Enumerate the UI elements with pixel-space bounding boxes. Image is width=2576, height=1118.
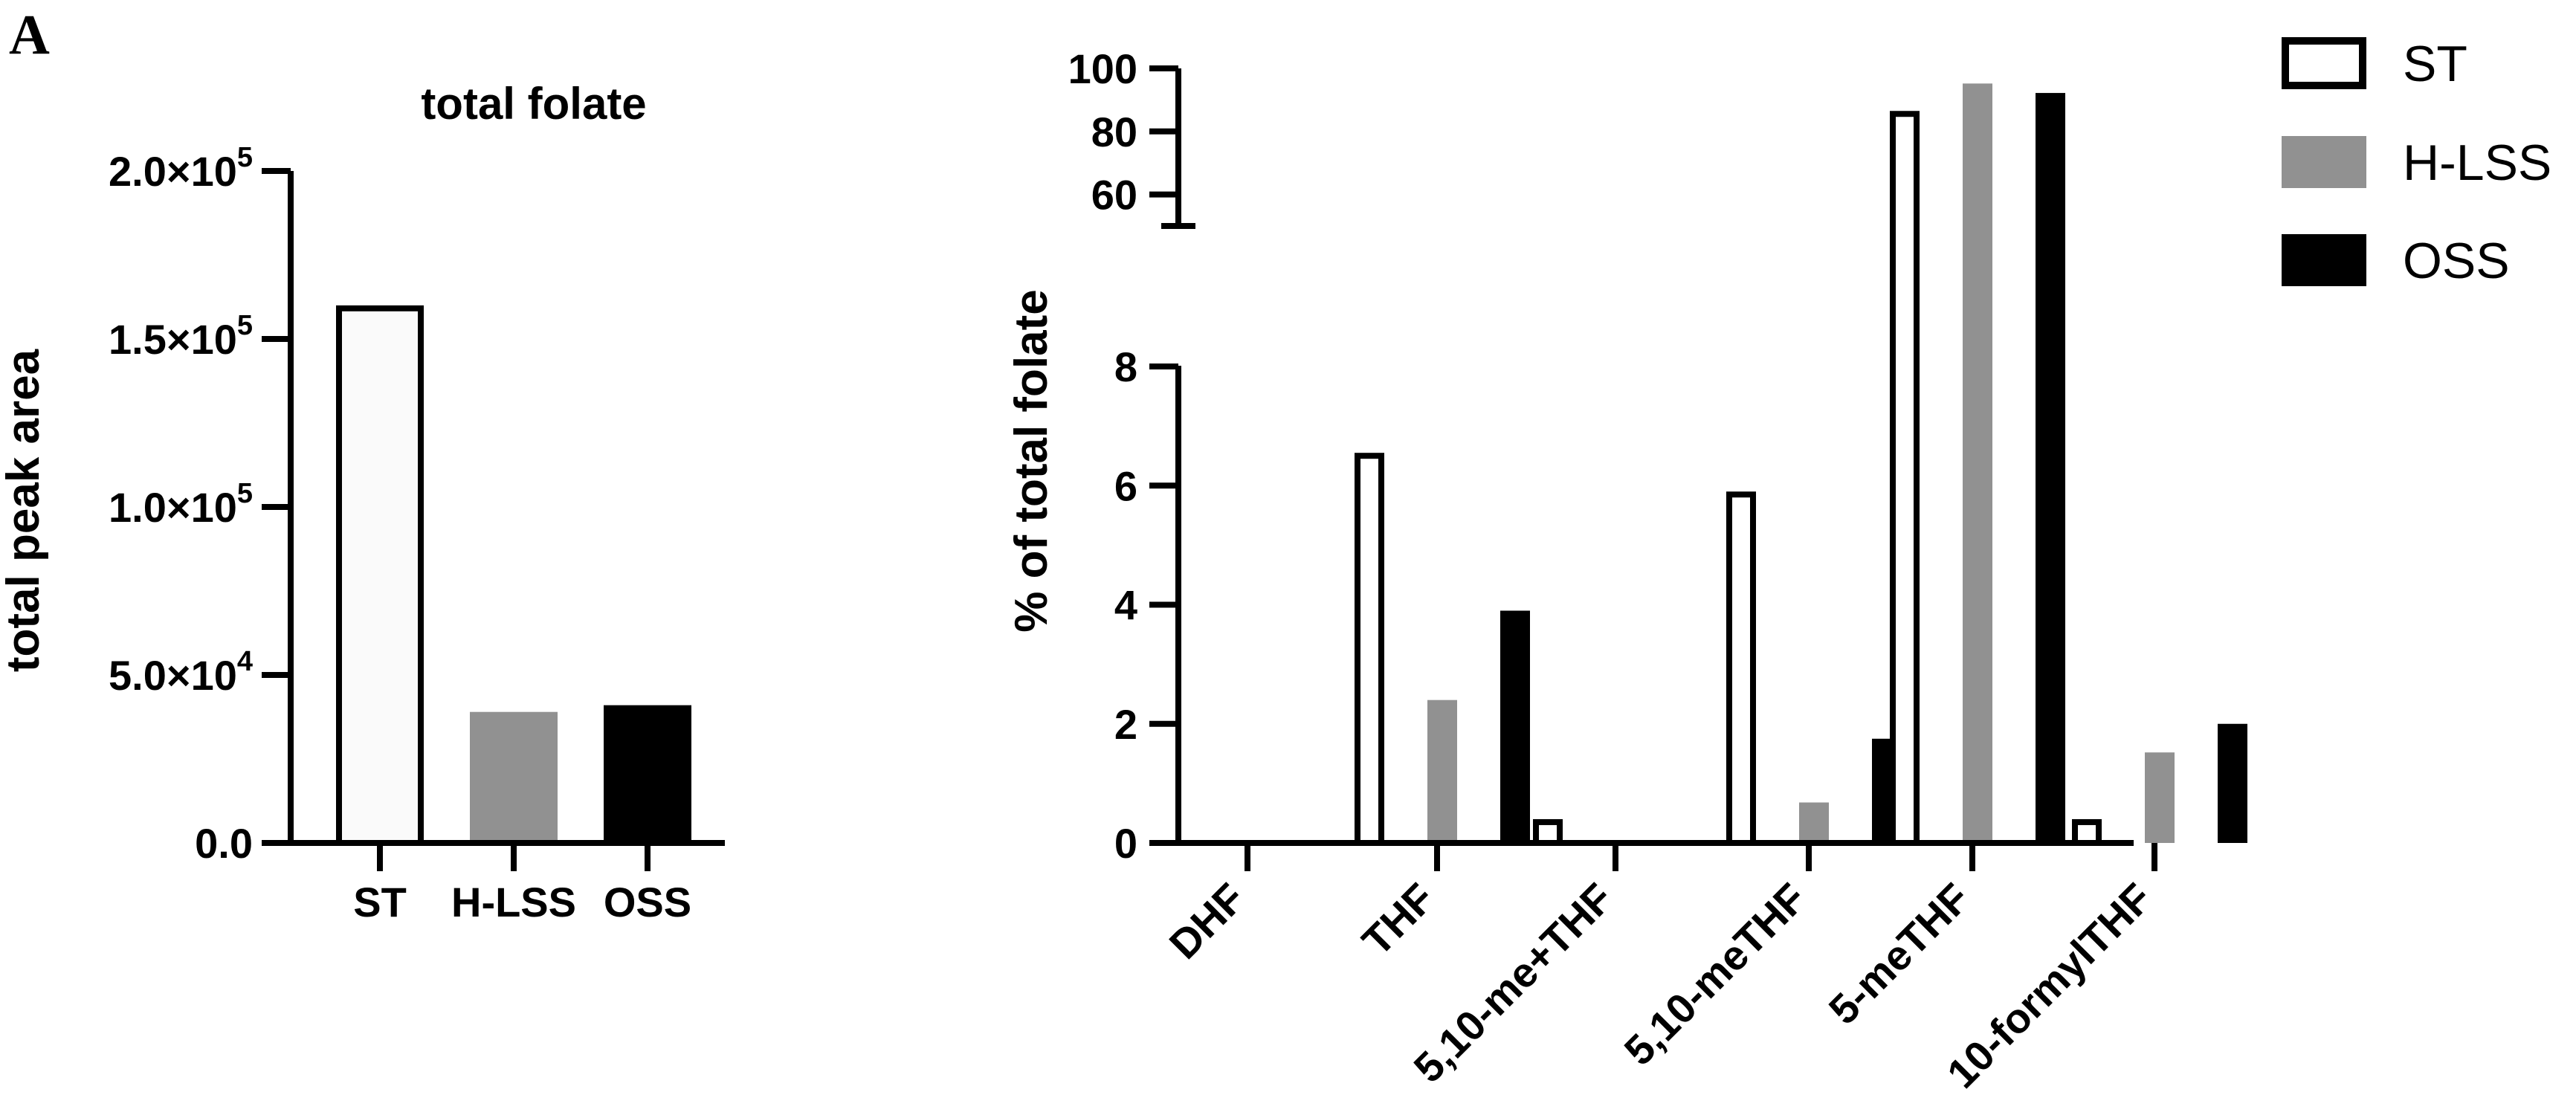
bar-5-10-methf-h-lss: [1799, 802, 1829, 843]
right-y-tick-label: 8: [1114, 343, 1137, 390]
left-y-tick-label: 5.0×104: [109, 646, 253, 699]
bar-total-oss: [604, 705, 691, 843]
right-y-tick-label: 0: [1114, 820, 1137, 867]
bar-thf-oss: [1500, 610, 1530, 843]
legend-swatch-oss: [2282, 234, 2366, 286]
right-y-axis-label: % of total folate: [1006, 289, 1057, 633]
legend-swatch-h-lss: [2282, 136, 2366, 188]
left-y-tick-label: 1.5×105: [109, 310, 253, 363]
left-bars: [336, 305, 691, 846]
left-y-tick-label: 1.0×105: [109, 478, 253, 531]
left-x-tick-label-st: ST: [353, 879, 407, 925]
bar-5-methf-h-lss: [1963, 83, 1992, 844]
folate-distribution-chart: % of total folate 0 2 4 6 8 60 80 100 DHF THF 5,1…: [1006, 45, 2247, 1097]
bar-thf-st: [1355, 453, 1384, 846]
legend: ST H-LSS OSS: [2282, 36, 2551, 289]
legend-label-h-lss: H-LSS: [2403, 135, 2551, 191]
legend-label-st: ST: [2403, 36, 2467, 92]
left-y-axis-label: total peak area: [0, 349, 49, 672]
right-y-tick-label: 4: [1114, 582, 1137, 629]
bar-thf-h-lss: [1427, 699, 1457, 843]
bar-10-formylthf-h-lss: [2145, 752, 2175, 843]
left-y-tick-label: 0.0: [195, 820, 253, 867]
bar-total-h-lss: [470, 711, 558, 843]
right-y-ticks: 0 2 4 6 8 60 80 100: [1068, 45, 1178, 867]
bar-5-10-me-thf-st: [1533, 818, 1563, 846]
right-bars: [1355, 83, 2247, 847]
right-y-tick-label: 6: [1114, 462, 1137, 509]
right-y-tick-label: 80: [1091, 109, 1137, 155]
bar-5-methf-oss: [2036, 93, 2065, 843]
left-x-tick-label-oss: OSS: [604, 879, 691, 925]
right-x-tick-label-thf: THF: [1353, 874, 1444, 965]
legend-swatch-st: [2282, 37, 2366, 89]
right-y-tick-label: 2: [1114, 701, 1137, 748]
left-chart-title: total folate: [421, 79, 646, 129]
bar-5-methf-st: [1890, 111, 1920, 847]
bar-10-formylthf-oss: [2218, 723, 2247, 843]
total-folate-chart: total folate total peak area 0.0 5.0×104 1…: [0, 79, 725, 925]
right-x-tick-label-5-10-methf: 5,10-meTHF: [1615, 874, 1815, 1074]
left-y-ticks: 0.0 5.0×104 1.0×105 1.5×105 2.0×105: [109, 142, 291, 867]
panel-label: A: [9, 4, 50, 66]
left-x-tick-label-h-lss: H-LSS: [451, 879, 576, 925]
bar-total-st: [336, 305, 424, 846]
right-y-tick-label: 100: [1068, 45, 1137, 92]
left-x-tick-labels: ST H-LSS OSS: [353, 843, 691, 925]
left-y-tick-label: 2.0×105: [109, 142, 253, 195]
bar-5-10-methf-st: [1726, 491, 1756, 846]
bar-10-formylthf-st: [2072, 818, 2102, 846]
right-x-tick-label-5-methf: 5-meTHF: [1820, 874, 1979, 1033]
legend-label-oss: OSS: [2403, 233, 2510, 289]
right-y-tick-label: 60: [1091, 172, 1137, 219]
right-x-tick-label-dhf: DHF: [1161, 874, 1254, 968]
